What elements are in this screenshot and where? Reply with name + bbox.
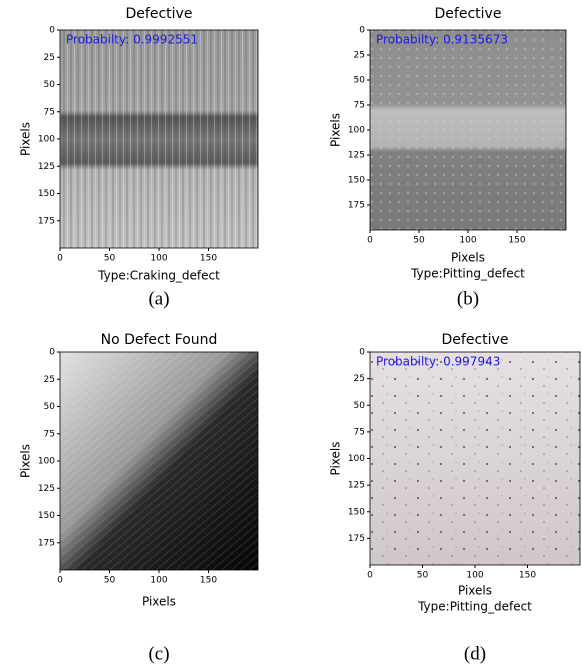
caption: (b) [457,288,479,309]
y-axis-label: Pixels [19,444,33,478]
y-tick-label: 175 [348,201,365,211]
y-tick-label: 75 [44,107,55,117]
y-axis-label: Pixels [329,441,343,475]
y-tick-label: 25 [354,374,365,384]
x-axis-label: Type:Craking_defect [97,269,220,283]
y-axis-label: Pixels [19,122,33,156]
probability-label: Probabilty: 0.997943 [376,355,500,369]
y-tick-label: 0 [359,348,365,358]
x-tick-label: 100 [150,576,167,586]
probability-label: Probabilty: 0.9992551 [66,33,198,47]
x-axis-label: Pixels [451,251,485,265]
image-texture [370,352,580,565]
x-tick-label: 100 [459,236,476,246]
x-tick-label: 150 [200,254,217,264]
y-tick-label: 25 [44,53,55,63]
y-tick-label: 75 [354,427,365,437]
x-axis-label: Pixels [142,595,176,609]
x-tick-label: 50 [104,576,116,586]
y-tick-label: 0 [49,26,55,36]
y-tick-label: 25 [354,51,365,61]
x-tick-label: 100 [466,571,483,581]
x-tick-label: 50 [413,236,425,246]
y-tick-label: 125 [38,484,55,494]
y-tick-label: 0 [49,348,55,358]
y-tick-label: 125 [348,151,365,161]
y-tick-label: 100 [348,126,365,136]
y-tick-label: 150 [38,189,55,199]
image-texture [60,30,258,248]
image-texture [370,30,566,230]
y-tick-label: 25 [44,375,55,385]
x-tick-label: 0 [57,254,63,264]
y-axis-label: Pixels [329,113,343,147]
y-tick-label: 100 [38,135,55,145]
y-tick-label: 50 [354,76,366,86]
y-tick-label: 75 [354,101,365,111]
y-tick-label: 150 [38,511,55,521]
panel-title: Defective [442,332,509,348]
x-tick-label: 0 [367,236,373,246]
image-texture [60,352,258,570]
caption: (a) [148,288,169,309]
y-tick-label: 100 [38,457,55,467]
defect-type: Type:Pitting_defect [417,600,532,614]
y-tick-label: 0 [359,26,365,36]
x-tick-label: 0 [367,571,373,581]
y-tick-label: 50 [44,80,56,90]
x-tick-label: 150 [200,576,217,586]
x-axis-label: Pixels [458,584,492,598]
panel-title: Defective [126,6,193,22]
x-tick-label: 50 [104,254,116,264]
y-tick-label: 50 [354,401,366,411]
y-tick-label: 150 [348,507,365,517]
y-tick-label: 100 [348,454,365,464]
y-tick-label: 175 [348,534,365,544]
panel-title: No Defect Found [101,332,218,348]
y-tick-label: 50 [44,402,56,412]
y-tick-label: 75 [44,429,55,439]
y-tick-label: 150 [348,176,365,186]
x-tick-label: 150 [508,236,525,246]
y-tick-label: 175 [38,216,55,226]
x-tick-label: 50 [417,571,429,581]
x-tick-label: 100 [150,254,167,264]
panel-title: Defective [435,6,502,22]
caption: (d) [464,643,486,664]
y-tick-label: 175 [38,538,55,548]
y-tick-label: 125 [38,162,55,172]
y-tick-label: 125 [348,481,365,491]
defect-type: Type:Pitting_defect [410,267,525,281]
x-tick-label: 150 [519,571,536,581]
x-tick-label: 0 [57,576,63,586]
caption: (c) [148,643,169,664]
probability-label: Probabilty: 0.9135673 [376,33,508,47]
